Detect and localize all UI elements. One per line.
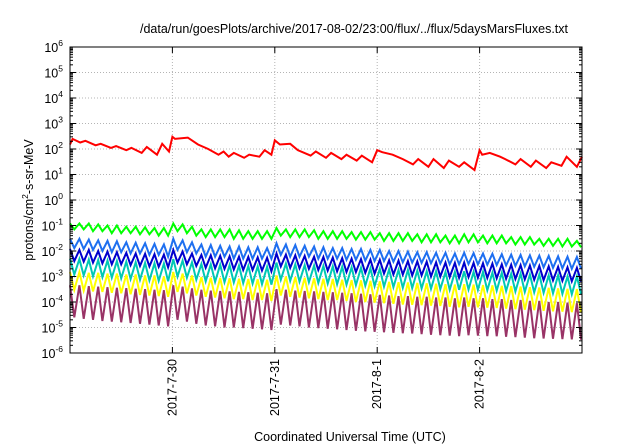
y-tick-base: 10: [42, 245, 56, 259]
series-line-2: [69, 221, 582, 249]
y-tick-exponent: 6: [58, 38, 63, 48]
y-tick-base: 10: [44, 41, 58, 55]
y-tick-base: 10: [44, 194, 58, 208]
y-axis-ticks: 10-610-510-410-310-210-11001011021031041…: [42, 38, 582, 361]
series-line-6: [69, 268, 583, 313]
y-tick-label: 10-6: [42, 344, 64, 361]
y-tick-base: 10: [42, 271, 56, 285]
y-tick-base: 10: [44, 92, 58, 106]
y-tick-exponent: 1: [58, 166, 63, 176]
y-tick-label: 101: [44, 166, 63, 183]
x-axis-ticks: 2017-7-30 2017-7-31 2017-8-1 2017-8-2: [165, 47, 487, 416]
y-tick-base: 10: [44, 118, 58, 132]
y-tick-label: 10-5: [42, 319, 64, 336]
x-tick-label: 2017-8-1: [370, 359, 384, 409]
y-tick-base: 10: [44, 169, 58, 183]
y-tick-label: 104: [44, 89, 63, 106]
y-tick-label: 105: [44, 64, 63, 81]
x-tick-label: 2017-7-31: [268, 359, 282, 416]
y-tick-base: 10: [42, 296, 56, 310]
y-tick-exponent: 2: [58, 140, 63, 150]
y-axis-label: protons/cm2-s-sr-MeV: [20, 139, 36, 261]
y-tick-exponent: 5: [58, 64, 63, 74]
y-tick-label: 106: [44, 38, 63, 55]
y-tick-exponent: -3: [55, 268, 63, 278]
y-tick-base: 10: [42, 322, 56, 336]
series-line-4: [69, 246, 583, 285]
y-tick-label: 10-2: [42, 242, 64, 259]
series-group: [69, 135, 583, 340]
x-tick-label: 2017-7-30: [165, 359, 179, 416]
y-tick-base: 10: [42, 347, 56, 361]
y-tick-label: 10-3: [42, 268, 64, 285]
series-line-3: [69, 235, 583, 272]
y-tick-label: 102: [44, 140, 63, 157]
y-tick-exponent: 0: [58, 191, 63, 201]
series-line-5: [69, 255, 583, 299]
y-tick-exponent: 4: [58, 89, 63, 99]
y-tick-base: 10: [42, 220, 56, 234]
y-tick-exponent: -5: [55, 319, 63, 329]
y-tick-base: 10: [44, 67, 58, 81]
x-axis-label: Coordinated Universal Time (UTC): [254, 430, 446, 444]
y-tick-exponent: -1: [55, 217, 63, 227]
x-tick-label: 2017-8-2: [473, 359, 487, 409]
series-line-7: [69, 285, 583, 340]
y-tick-base: 10: [44, 143, 58, 157]
y-axis-label-unit: protons/cm: [22, 199, 36, 261]
y-tick-label: 103: [44, 115, 63, 132]
y-axis-label-rest: -s-sr-MeV: [22, 139, 36, 195]
series-line-1: [69, 135, 583, 172]
y-tick-label: 100: [44, 191, 63, 208]
y-tick-exponent: -6: [55, 344, 63, 354]
y-axis-label-exponent: 2: [20, 194, 30, 199]
y-tick-exponent: -4: [55, 293, 63, 303]
y-tick-label: 10-1: [42, 217, 64, 234]
chart-title: /data/run/goesPlots/archive/2017-08-02/2…: [140, 22, 569, 36]
y-tick-label: 10-4: [42, 293, 64, 310]
y-tick-exponent: 3: [58, 115, 63, 125]
y-tick-exponent: -2: [55, 242, 63, 252]
